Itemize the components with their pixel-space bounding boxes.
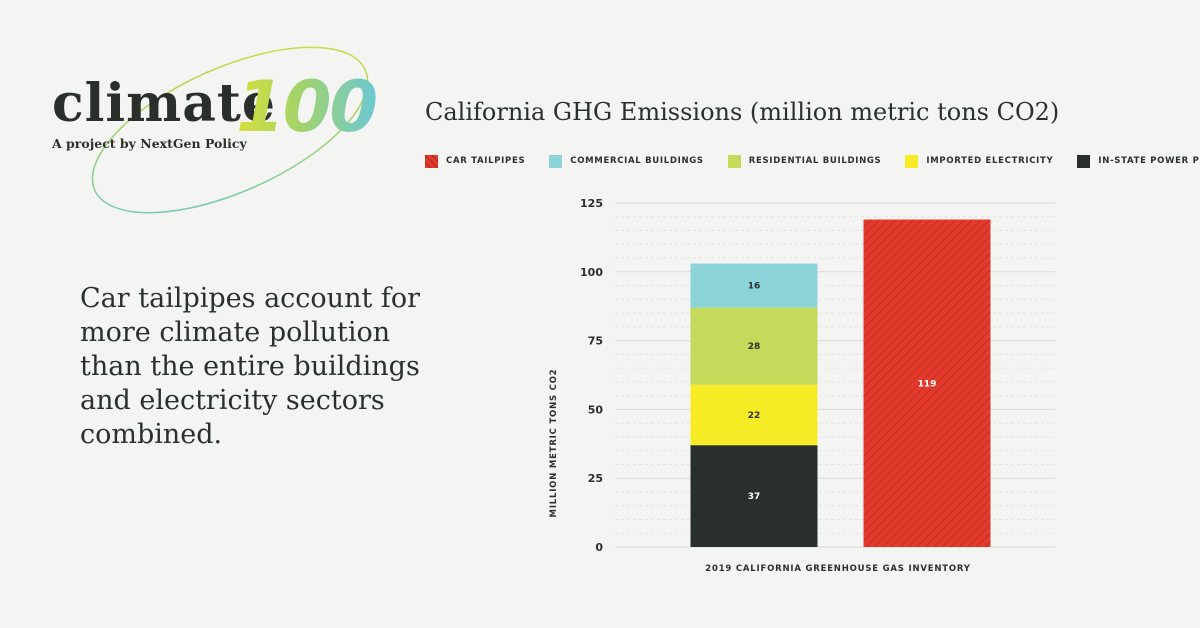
data-label: 28	[748, 342, 761, 352]
bar-segment-residential-buildings	[690, 307, 818, 385]
legend-label: In-State Power Plants	[1098, 156, 1200, 166]
bar-segment-commercial-buildings	[690, 263, 818, 308]
y-axis-ticks: 0 25 50 75 100 125	[580, 197, 603, 554]
logo-subtitle: A project by NextGen Policy	[52, 136, 247, 151]
legend-swatch-residential-buildings	[727, 154, 741, 168]
legend-item-residential-buildings: Residential Buildings	[727, 154, 882, 168]
legend-swatch-commercial-buildings	[549, 154, 563, 168]
stacked-bar-chart: 0 25 50 75 100 125 37 22 28 16 119 Million metric…	[549, 197, 1055, 574]
data-label: 119	[918, 379, 937, 389]
logo-word: climate	[52, 73, 276, 134]
logo-orbit-icon	[91, 46, 369, 214]
legend-item-car-tailpipes: Car Tailpipes	[425, 154, 526, 168]
data-label: 37	[748, 492, 761, 502]
bar-segment-in-state-power-plants	[690, 445, 818, 547]
chart-title: California GHG Emissions (million metric…	[425, 98, 1060, 126]
legend-swatch-in-state-power-plants	[1077, 154, 1091, 168]
bars: 37 22 28 16 119	[690, 219, 991, 547]
legend-label: Residential Buildings	[748, 156, 882, 166]
legend-label: Car Tailpipes	[446, 156, 526, 166]
legend-label: Imported Electricity	[926, 156, 1054, 166]
y-tick-label: 100	[580, 266, 603, 279]
climate-100-logo: climate 100 A project by NextGen Policy	[40, 30, 380, 220]
legend-swatch-imported-electricity	[905, 154, 919, 168]
legend-item-imported-electricity: Imported Electricity	[905, 154, 1054, 168]
y-tick-label: 0	[595, 541, 603, 554]
legend-swatch-car-tailpipes	[425, 154, 438, 168]
y-tick-label: 75	[588, 335, 603, 348]
legend-item-in-state-power-plants: In-State Power Plants	[1077, 154, 1200, 168]
chart-legend: Car Tailpipes Commercial Buildings Resid…	[425, 153, 1200, 169]
headline: Car tailpipes account for more climate p…	[80, 283, 421, 450]
y-tick-label: 125	[580, 197, 603, 210]
y-axis-title: Million metric tons CO2	[549, 369, 559, 518]
bar-segment-imported-electricity	[690, 384, 818, 446]
y-tick-label: 25	[588, 472, 603, 485]
legend-label: Commercial Buildings	[570, 156, 704, 166]
data-label: 22	[748, 411, 761, 421]
bar-segment-car-tailpipes	[863, 219, 991, 547]
legend-item-commercial-buildings: Commercial Buildings	[549, 154, 704, 168]
data-label: 16	[748, 282, 761, 292]
logo-number: 100	[236, 66, 378, 148]
y-tick-label: 50	[588, 403, 604, 416]
x-axis-title: 2019 California Greenhouse Gas Inventory	[705, 564, 970, 574]
